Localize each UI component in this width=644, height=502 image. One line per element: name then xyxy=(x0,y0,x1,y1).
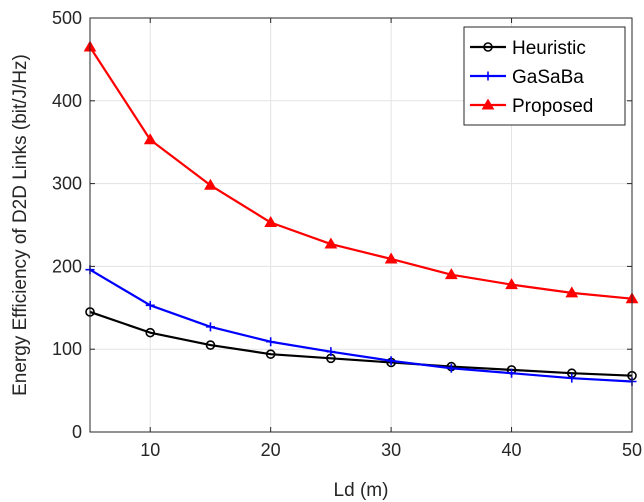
y-tick-label: 500 xyxy=(52,8,82,28)
legend-marker-proposed xyxy=(481,98,495,110)
plot-frame xyxy=(89,17,633,433)
series-proposed-point xyxy=(264,216,278,228)
series-gasaba-point xyxy=(386,356,396,366)
series-heuristic-point xyxy=(265,349,276,359)
x-tick-label: 40 xyxy=(502,440,522,460)
series-heuristic-line xyxy=(89,310,633,377)
y-tick-label: 100 xyxy=(52,339,82,359)
legend-item-heuristic: Heuristic xyxy=(470,38,586,59)
series-proposed-point xyxy=(444,268,458,280)
x-tick-label: 50 xyxy=(622,440,642,460)
x-tick-label: 10 xyxy=(140,440,160,460)
series-heuristic-point xyxy=(145,327,156,338)
x-tick-label: 20 xyxy=(261,440,281,460)
series-gasaba-line xyxy=(89,268,633,383)
series-proposed-point xyxy=(204,178,217,190)
series-proposed-point xyxy=(324,237,338,249)
legend-marker-heuristic xyxy=(483,42,493,52)
y-axis-title: Energy Efficiency of D2D Links (bit/J/Hz… xyxy=(10,54,31,396)
series-gasaba-point xyxy=(507,368,517,378)
legend: Heuristic GaSaBa Proposed xyxy=(463,26,626,126)
y-tick-label: 400 xyxy=(52,91,82,111)
series-proposed-point xyxy=(143,133,157,145)
legend-item-gasaba: GaSaBa xyxy=(470,67,584,88)
legend-item-proposed: Proposed xyxy=(470,96,593,117)
series-gasaba-point xyxy=(266,337,276,347)
series-proposed-point xyxy=(505,278,518,290)
legend-label-gasaba: GaSaBa xyxy=(512,67,584,88)
series-proposed-point xyxy=(384,252,398,264)
x-axis-title: Ld (m) xyxy=(334,480,389,501)
series-gasaba-point xyxy=(145,300,155,310)
y-tick-label: 300 xyxy=(52,174,82,194)
series-gasaba xyxy=(85,265,637,386)
legend-label-heuristic: Heuristic xyxy=(512,38,586,59)
series-heuristic-point xyxy=(205,340,216,350)
series-proposed-line xyxy=(89,46,633,300)
series-gasaba-point xyxy=(446,363,456,373)
legend-marker-gasaba xyxy=(483,71,493,81)
x-tick-label: 30 xyxy=(381,440,401,460)
series-gasaba-point xyxy=(326,347,336,357)
series-proposed xyxy=(83,40,639,304)
series-heuristic xyxy=(85,307,637,381)
y-tick-label: 0 xyxy=(72,422,82,442)
legend-label-proposed: Proposed xyxy=(512,96,593,117)
series-gasaba-point xyxy=(205,322,215,332)
series-gasaba-point xyxy=(567,373,577,383)
y-tick-label: 200 xyxy=(52,256,82,276)
series-layer xyxy=(83,40,639,386)
series-proposed-point xyxy=(565,286,579,298)
